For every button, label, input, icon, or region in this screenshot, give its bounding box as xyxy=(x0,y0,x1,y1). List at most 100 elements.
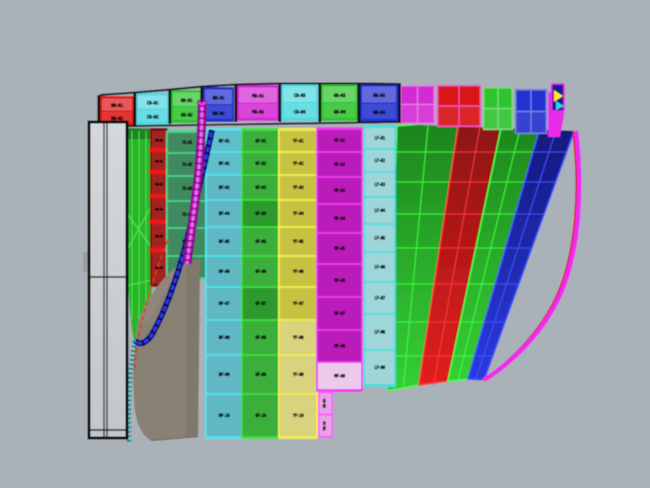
flange-magenta-1[interactable]: MB-01 MB-02 xyxy=(237,85,279,121)
panel-cell[interactable] xyxy=(279,200,317,227)
flange-cyan-2[interactable]: CB-03 CB-04 xyxy=(281,84,318,121)
panel-cell[interactable] xyxy=(206,394,242,437)
panel-cell[interactable] xyxy=(364,127,395,149)
strip-cyan-light[interactable]: LF-01 LF-02 LF-03 LF-04 LF-05 LF-06 LF-07 LF-08… xyxy=(363,125,396,387)
panel-label: RS-04 xyxy=(155,208,163,212)
panel-cell[interactable] xyxy=(206,320,242,355)
panel-cell[interactable] xyxy=(279,394,317,437)
panel-cell[interactable] xyxy=(151,222,167,250)
flange-blue-2[interactable]: BB-03 BB-04 xyxy=(360,84,398,122)
panel-label: GB-04 xyxy=(334,109,346,115)
panel-cell[interactable] xyxy=(242,355,279,394)
panel-cell[interactable] xyxy=(279,175,317,200)
panel-cell[interactable] xyxy=(364,197,395,224)
panel-cell[interactable] xyxy=(206,355,242,394)
strip-red[interactable]: RS-01 RS-02 RS-03 RS-04 RS-05 RS-06 xyxy=(149,128,169,287)
panel-cell[interactable] xyxy=(151,172,167,196)
panel-label: GF-06 xyxy=(255,269,266,274)
flange-blue-1[interactable]: BB-01 BB-02 xyxy=(203,87,234,122)
right-strip-group[interactable] xyxy=(387,119,582,391)
panel-cell[interactable] xyxy=(206,152,242,175)
panel-cell[interactable] xyxy=(242,287,279,320)
panel-cell[interactable] xyxy=(242,256,279,287)
panel-cell[interactable] xyxy=(242,200,279,227)
panel-cell[interactable] xyxy=(279,256,317,287)
panel-label: GF-03 xyxy=(255,185,266,190)
panel-cell[interactable] xyxy=(364,350,395,385)
panel-cell[interactable] xyxy=(242,394,279,437)
panel-cell[interactable] xyxy=(206,227,242,256)
panel-cell[interactable] xyxy=(279,227,317,256)
panel-label: NF-02 xyxy=(219,161,230,166)
trim-curve-red[interactable] xyxy=(134,239,169,373)
untrimmed-surface[interactable] xyxy=(133,255,202,441)
panel-label: LF-02 xyxy=(374,158,385,163)
panel-label: YF-10 xyxy=(293,413,304,418)
panel-label: MF-03 xyxy=(334,188,345,193)
panel-label: LF-05 xyxy=(374,236,385,241)
panel-cell[interactable] xyxy=(206,130,242,152)
flange-green-3[interactable] xyxy=(482,86,514,131)
panel-cell[interactable] xyxy=(364,149,395,172)
panel-cell[interactable] xyxy=(364,252,395,282)
panel-cell[interactable] xyxy=(317,264,362,297)
flange-green-1[interactable]: GB-01 GB-02 xyxy=(171,90,202,123)
panel-cell[interactable] xyxy=(279,152,317,175)
panel-label: LF-09 xyxy=(374,365,385,370)
panel-cell[interactable] xyxy=(364,172,395,197)
panel-cell[interactable] xyxy=(317,330,362,362)
panel-cell[interactable] xyxy=(206,175,242,200)
strip-yellow[interactable]: YF-01 YF-02 YF-03 YF-04 YF-05 YF-06 YF-07 YF-08… xyxy=(278,128,318,439)
panel-cell[interactable] xyxy=(317,152,362,177)
panel-label: LF-03 xyxy=(374,182,385,187)
panel-cell[interactable] xyxy=(279,355,317,394)
panel-cell[interactable] xyxy=(151,196,167,222)
panel-cell[interactable] xyxy=(317,177,362,204)
panel-label: GF-08 xyxy=(255,335,266,340)
panel-cell[interactable] xyxy=(242,175,279,200)
panel-cell[interactable] xyxy=(151,250,167,285)
surface-edge-magenta[interactable] xyxy=(482,130,582,382)
panel-cell[interactable] xyxy=(206,256,242,287)
panel-cell[interactable] xyxy=(364,314,395,350)
strip-green[interactable]: GF-01 GF-02 GF-03 GF-04 GF-05 GF-06 GF-07 GF-08… xyxy=(241,128,280,439)
panel-cell[interactable] xyxy=(206,287,242,320)
panel-cell[interactable] xyxy=(317,233,362,264)
strip-magenta-tail[interactable]: MB-09 MB-10 xyxy=(318,391,333,438)
surface-direction-marker[interactable] xyxy=(550,83,565,112)
panel-cell[interactable] xyxy=(242,227,279,256)
strip-green-edge[interactable] xyxy=(125,128,153,340)
panel-cell[interactable] xyxy=(317,297,362,330)
strip-cyan[interactable]: NF-01 NF-02 NF-03 NF-04 NF-05 NF-06 NF-07 NF-08… xyxy=(205,128,243,439)
panel-cell[interactable] xyxy=(242,320,279,355)
flange-magenta-2[interactable] xyxy=(399,84,436,125)
panel-cell[interactable] xyxy=(151,150,167,172)
panel-cell[interactable] xyxy=(317,204,362,233)
flange-blue-3[interactable] xyxy=(514,88,548,135)
panel-label: GF-02 xyxy=(255,161,266,166)
panel-label: LF-07 xyxy=(374,296,385,301)
flat-pattern-outline[interactable] xyxy=(83,120,129,440)
flange-green-2[interactable]: GB-03 GB-04 xyxy=(321,84,358,121)
flange-cyan-1[interactable]: CB-01 CB-02 xyxy=(136,93,169,125)
panel-cell[interactable] xyxy=(317,129,362,152)
panel-label: MF-01 xyxy=(334,138,345,143)
panel-cell[interactable] xyxy=(279,287,317,320)
panel-cell[interactable] xyxy=(279,320,317,355)
panel-label: MF-02 xyxy=(334,162,345,167)
panel-cell[interactable] xyxy=(242,130,279,152)
panel-cell[interactable] xyxy=(279,130,317,152)
panel-cell[interactable] xyxy=(364,224,395,252)
curve-overlays[interactable] xyxy=(126,98,215,445)
panel-cell[interactable] xyxy=(242,152,279,175)
panel-label: RS-02 xyxy=(155,160,163,164)
panel-cell[interactable] xyxy=(206,200,242,227)
panel-cell[interactable] xyxy=(317,362,362,390)
panel-label: NF-01 xyxy=(219,139,230,144)
strip-magenta[interactable]: MF-01 MF-02 MF-03 MF-04 MF-05 MF-06 MF-07 MF-08… xyxy=(316,127,363,392)
panel-cell[interactable] xyxy=(151,130,167,150)
panel-cell[interactable] xyxy=(364,282,395,314)
flange-red-2[interactable] xyxy=(436,84,482,128)
